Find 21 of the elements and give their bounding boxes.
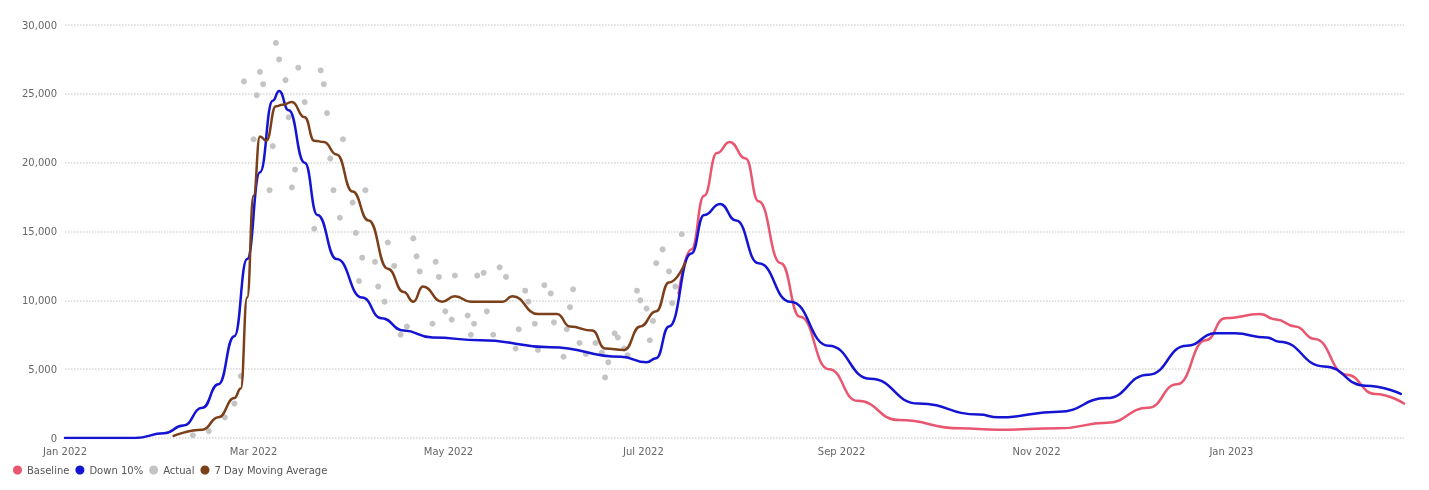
- line-series: [172, 100, 687, 438]
- y-tick-label: 5,000: [28, 363, 57, 375]
- y-tick-label: 30,000: [22, 19, 57, 31]
- y-tick-label: 15,000: [22, 226, 57, 237]
- legend-label: Down 10%: [89, 464, 144, 476]
- x-tick-label: May 2022: [423, 445, 474, 457]
- y-tick-label: 0: [50, 432, 57, 444]
- line-series: [63, 89, 1403, 440]
- x-tick-label: Nov 2022: [1012, 445, 1061, 457]
- y-tick-label: 10,000: [22, 294, 57, 306]
- y-tick-label: 25,000: [22, 88, 57, 100]
- x-tick-label: Jul 2022: [622, 445, 664, 457]
- x-tick-label: Mar 2022: [229, 445, 278, 457]
- y-tick-label: 20,000: [22, 157, 57, 169]
- legend-label: Baseline: [27, 464, 70, 476]
- line-series: [677, 140, 1406, 431]
- x-tick-label: Jan 2023: [1208, 445, 1254, 457]
- legend-label: Actual: [163, 464, 195, 476]
- x-tick-label: Jan 2022: [41, 445, 88, 457]
- x-tick-label: Sep 2022: [817, 445, 866, 457]
- legend-label: 7 Day Moving Average: [214, 464, 328, 476]
